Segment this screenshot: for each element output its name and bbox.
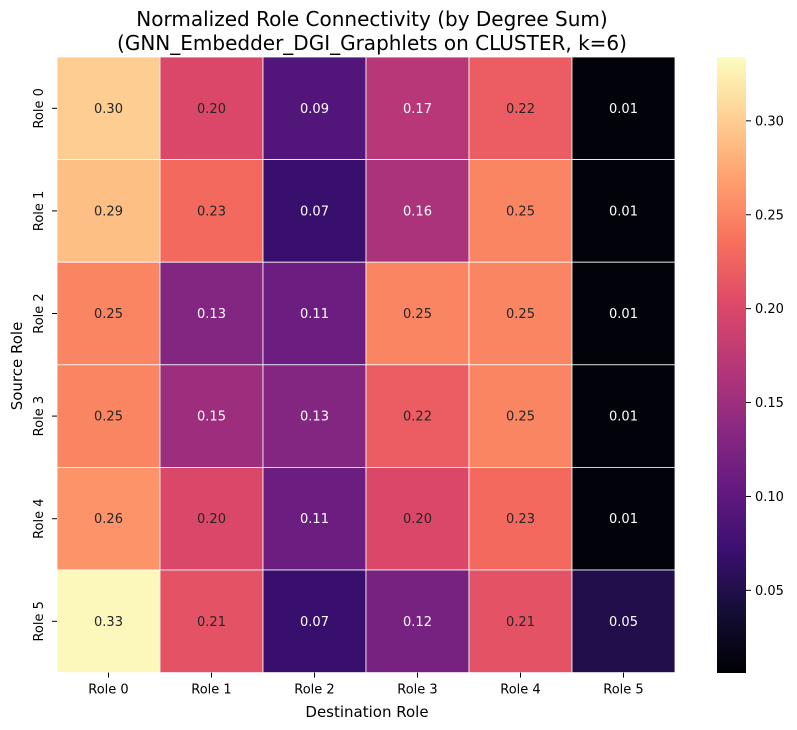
heatmap-cell xyxy=(571,569,676,673)
cell-value-label: 0.23 xyxy=(506,512,535,527)
x-tick-label: Role 2 xyxy=(294,683,334,698)
heatmap-cell xyxy=(159,364,264,468)
x-axis-label: Destination Role xyxy=(305,703,428,721)
colorbar-tick-label: 0.05 xyxy=(755,584,784,599)
chart-title-line-2: (GNN_Embedder_DGI_Graphlets on CLUSTER, … xyxy=(117,31,627,55)
y-tick-label: Role 4 xyxy=(32,498,47,538)
x-tick-label: Role 1 xyxy=(191,683,231,698)
x-axis-ticks: Role 0 Role 1 Role 2 Role 3 Role 4 Role 5 xyxy=(88,672,644,698)
heatmap-cell xyxy=(468,569,573,673)
cell-value-label: 0.21 xyxy=(506,615,535,630)
heatmap-cell-labels: 0.30 0.20 0.09 0.17 0.22 0.01 0.29 0.23 0.07 0.16… xyxy=(94,102,638,630)
cell-value-label: 0.01 xyxy=(609,102,638,117)
cell-value-label: 0.09 xyxy=(300,102,329,117)
y-tick-label: Role 1 xyxy=(32,191,47,231)
colorbar-tick-label: 0.25 xyxy=(755,208,784,223)
colorbar-ticks: 0.05 0.10 0.15 0.20 0.25 0.30 xyxy=(746,114,784,599)
colorbar-tick-label: 0.20 xyxy=(755,302,784,317)
cell-value-label: 0.20 xyxy=(197,102,226,117)
y-tick-label: Role 2 xyxy=(32,293,47,333)
cell-value-label: 0.23 xyxy=(197,204,226,219)
cell-value-label: 0.26 xyxy=(94,512,123,527)
cell-value-label: 0.11 xyxy=(300,307,329,322)
cell-value-label: 0.25 xyxy=(94,307,123,322)
heatmap-cell xyxy=(159,56,264,160)
colorbar-tick-label: 0.15 xyxy=(755,396,784,411)
heatmap-cell xyxy=(571,56,676,160)
cell-value-label: 0.20 xyxy=(403,512,432,527)
cell-value-label: 0.25 xyxy=(506,204,535,219)
cell-value-label: 0.25 xyxy=(506,307,535,322)
x-tick-label: Role 0 xyxy=(88,683,128,698)
y-tick-label: Role 0 xyxy=(32,88,47,128)
cell-value-label: 0.20 xyxy=(197,512,226,527)
cell-value-label: 0.01 xyxy=(609,307,638,322)
heatmap-cell xyxy=(468,56,573,160)
heatmap-cell xyxy=(56,364,161,468)
cell-value-label: 0.16 xyxy=(403,204,432,219)
cell-value-label: 0.01 xyxy=(609,512,638,527)
colorbar-tick-label: 0.10 xyxy=(755,490,784,505)
cell-value-label: 0.25 xyxy=(506,410,535,425)
heatmap-cell xyxy=(262,364,367,468)
heatmap-cell xyxy=(365,159,470,263)
heatmap-cell xyxy=(571,364,676,468)
chart-title-line-1: Normalized Role Connectivity (by Degree … xyxy=(136,7,607,31)
cell-value-label: 0.07 xyxy=(300,615,329,630)
cell-value-label: 0.13 xyxy=(300,410,329,425)
y-tick-label: Role 5 xyxy=(32,601,47,641)
cell-value-label: 0.05 xyxy=(609,615,638,630)
cell-value-label: 0.01 xyxy=(609,204,638,219)
heatmap-cell xyxy=(262,56,367,160)
cell-value-label: 0.25 xyxy=(403,307,432,322)
heatmap-cell xyxy=(468,364,573,468)
cell-value-label: 0.33 xyxy=(94,615,123,630)
heatmap-cell xyxy=(571,159,676,263)
y-tick-label: Role 3 xyxy=(32,396,47,436)
heatmap-cell xyxy=(468,466,573,571)
heatmap-cell xyxy=(365,56,470,160)
heatmap-cell xyxy=(365,364,470,468)
x-tick-label: Role 4 xyxy=(500,683,540,698)
heatmap-cell xyxy=(262,466,367,571)
heatmap-cell xyxy=(365,466,470,571)
cell-value-label: 0.01 xyxy=(609,410,638,425)
cell-value-label: 0.12 xyxy=(403,615,432,630)
heatmap-cell xyxy=(56,466,161,571)
heatmap-cell xyxy=(571,261,676,366)
x-tick-label: Role 3 xyxy=(397,683,437,698)
heatmap-cell xyxy=(571,466,676,571)
cell-value-label: 0.15 xyxy=(197,410,226,425)
cell-value-label: 0.11 xyxy=(300,512,329,527)
heatmap-cell xyxy=(468,261,573,366)
heatmap-cell xyxy=(159,159,264,263)
heatmap-cells xyxy=(56,56,676,673)
heatmap-cell xyxy=(262,261,367,366)
colorbar-tick-label: 0.30 xyxy=(755,114,784,129)
colorbar xyxy=(717,57,746,673)
heatmap-cell xyxy=(56,56,161,160)
cell-value-label: 0.25 xyxy=(94,410,123,425)
cell-value-label: 0.17 xyxy=(403,102,432,117)
cell-value-label: 0.13 xyxy=(197,307,226,322)
x-tick-label: Role 5 xyxy=(603,683,643,698)
cell-value-label: 0.29 xyxy=(94,204,123,219)
y-axis-ticks: Role 0 Role 1 Role 2 Role 3 Role 4 Role 5 xyxy=(32,88,57,642)
cell-value-label: 0.22 xyxy=(403,410,432,425)
heatmap-cell xyxy=(159,261,264,366)
heatmap-cell xyxy=(365,261,470,366)
cell-value-label: 0.30 xyxy=(94,102,123,117)
heatmap-cell xyxy=(56,261,161,366)
y-axis-label: Source Role xyxy=(8,322,26,411)
heatmap-cell xyxy=(56,569,161,673)
cell-value-label: 0.07 xyxy=(300,204,329,219)
cell-value-label: 0.22 xyxy=(506,102,535,117)
cell-value-label: 0.21 xyxy=(197,615,226,630)
